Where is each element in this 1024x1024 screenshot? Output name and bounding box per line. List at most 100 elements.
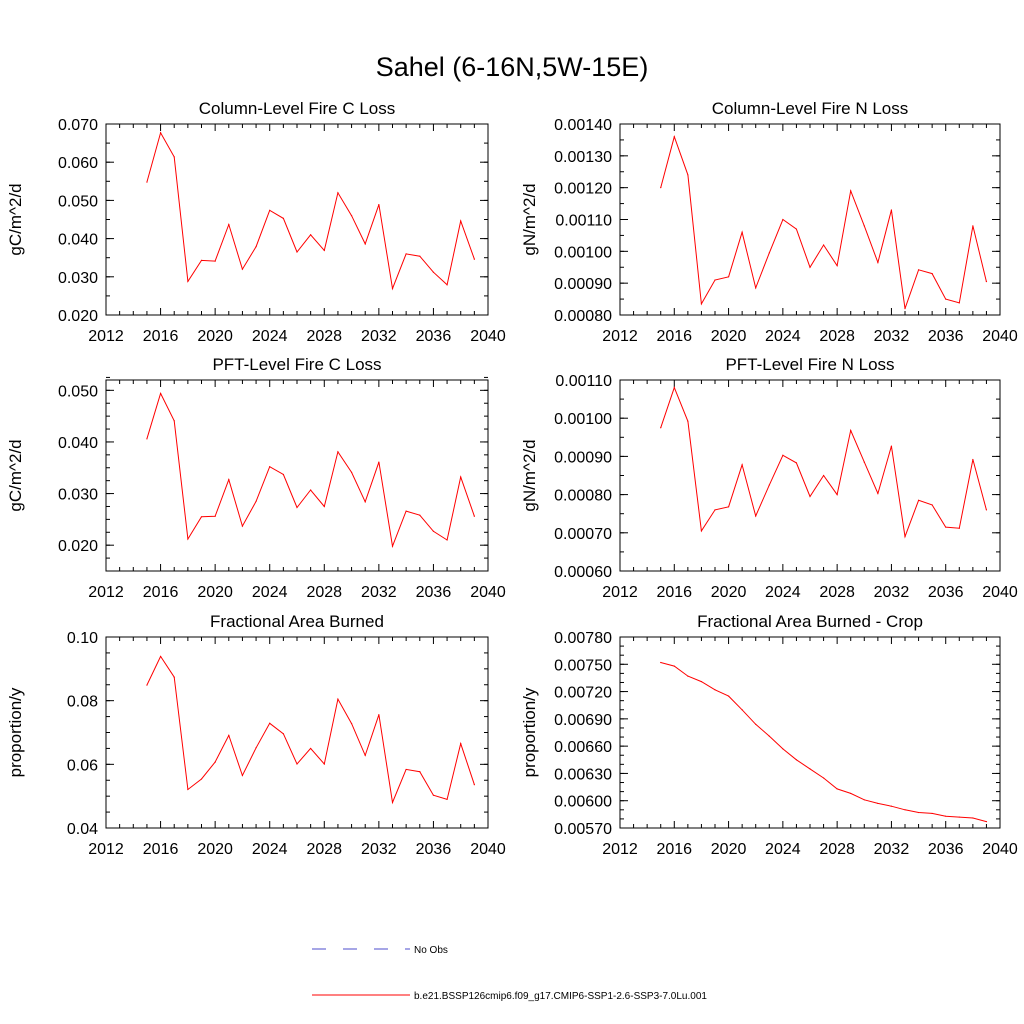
data-point <box>768 484 770 486</box>
x-tick-label: 2032 <box>361 328 397 345</box>
x-tick-label: 2040 <box>470 584 506 601</box>
data-point <box>173 676 175 678</box>
data-point <box>985 821 988 823</box>
data-point <box>296 506 298 509</box>
data-point <box>741 231 743 233</box>
data-point <box>768 252 770 254</box>
data-point <box>391 801 394 804</box>
data-point <box>214 761 216 763</box>
data-point <box>350 471 353 474</box>
data-point <box>850 429 852 432</box>
data-point <box>282 733 284 735</box>
data-point <box>985 280 988 283</box>
legend-label-no-obs: No Obs <box>414 945 448 956</box>
data-point <box>904 308 906 310</box>
data-point <box>958 302 960 304</box>
data-point <box>473 258 475 260</box>
y-tick-label: 0.00100 <box>554 411 612 428</box>
data-point <box>378 714 380 716</box>
data-point <box>822 474 825 477</box>
data-point <box>660 427 662 429</box>
x-tick-label: 2028 <box>819 584 855 601</box>
x-tick-label: 2040 <box>982 841 1018 858</box>
x-tick-label: 2016 <box>143 328 179 345</box>
y-tick-label: 0.00630 <box>554 766 612 783</box>
y-tick-label: 0.040 <box>58 435 98 452</box>
data-point <box>700 303 703 305</box>
y-tick-label: 0.00780 <box>554 630 612 647</box>
data-point <box>931 812 933 815</box>
data-point <box>931 273 933 275</box>
x-tick-label: 2012 <box>602 328 638 345</box>
panels: Column-Level Fire C Loss gC/m^2/d 2012 2016… <box>6 99 1018 858</box>
series-line <box>660 135 987 309</box>
x-tick-label: 2024 <box>765 584 801 601</box>
data-point <box>863 799 865 801</box>
data-point <box>945 526 947 528</box>
y-axis-label: gN/m^2/d <box>520 183 539 255</box>
x-tick-label: 2012 <box>602 584 638 601</box>
data-point <box>446 539 448 541</box>
data-point <box>755 515 757 517</box>
data-point <box>795 462 798 464</box>
x-tick-label: 2016 <box>143 584 179 601</box>
data-point <box>391 545 394 547</box>
data-point <box>660 187 662 189</box>
x-tick-label: 2020 <box>197 328 233 345</box>
y-tick-label: 0.00080 <box>554 308 612 325</box>
data-point <box>782 454 784 456</box>
x-tick-label: 2020 <box>711 841 747 858</box>
data-point <box>146 181 148 183</box>
chart-panel-5: Fractional Area Burned proportion/y 2012 20… <box>6 612 506 858</box>
x-tick-label: 2020 <box>711 328 747 345</box>
data-point <box>673 136 675 138</box>
plot-frame <box>105 379 489 572</box>
x-tick-label: 2012 <box>88 328 124 345</box>
y-tick-label: 0.050 <box>58 193 98 210</box>
data-point <box>877 492 879 495</box>
data-point <box>714 279 716 281</box>
y-tick-label: 0.00100 <box>554 244 612 261</box>
x-tick-label: 2028 <box>306 584 342 601</box>
y-tick-label: 0.00110 <box>555 213 612 230</box>
data-point <box>323 505 325 508</box>
chart-title: Column-Level Fire C Loss <box>199 99 396 118</box>
data-point <box>432 530 435 532</box>
y-tick-label: 0.00140 <box>554 117 612 134</box>
data-point <box>890 209 893 211</box>
series-line <box>660 662 987 823</box>
x-tick-label: 2032 <box>361 841 397 858</box>
y-tick-label: 0.030 <box>58 487 98 504</box>
data-point <box>782 218 784 221</box>
data-point <box>972 817 974 819</box>
data-point <box>296 251 298 253</box>
data-point <box>877 802 879 805</box>
data-point <box>350 722 353 725</box>
data-point <box>863 225 865 227</box>
data-point <box>310 234 312 236</box>
data-point <box>822 777 825 779</box>
data-point <box>687 420 689 422</box>
plot-frame <box>619 636 1001 829</box>
x-tick-label: 2024 <box>765 328 801 345</box>
data-point <box>337 192 339 194</box>
data-point <box>850 792 852 795</box>
data-point <box>323 249 325 252</box>
y-axis-label: proportion/y <box>6 687 25 777</box>
data-point <box>405 253 407 255</box>
data-point <box>660 661 662 664</box>
data-point <box>255 500 257 502</box>
data-point <box>173 420 175 422</box>
y-tick-label: 0.020 <box>58 308 98 325</box>
data-point <box>877 261 879 264</box>
y-tick-label: 0.00060 <box>554 564 612 581</box>
data-point <box>673 387 675 389</box>
data-point <box>473 784 475 786</box>
data-point <box>200 516 203 518</box>
data-point <box>755 723 757 725</box>
x-tick-label: 2040 <box>982 328 1018 345</box>
data-point <box>673 665 675 667</box>
data-point <box>917 499 920 501</box>
data-point <box>214 260 216 262</box>
x-tick-label: 2016 <box>656 328 692 345</box>
